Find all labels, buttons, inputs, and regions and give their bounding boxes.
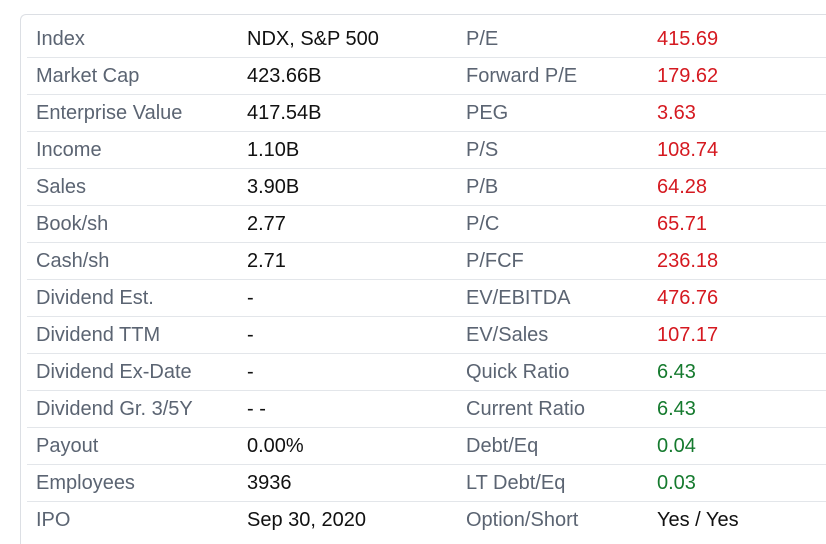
table-row: Index NDX, S&P 500 P/E 415.69 xyxy=(27,21,826,58)
ratio-value: Yes / Yes xyxy=(657,509,739,531)
ratio-label: P/S xyxy=(466,139,499,161)
ratio-value: 0.04 xyxy=(657,435,696,457)
metric-label: Income xyxy=(36,139,102,161)
metric-label: Dividend Est. xyxy=(36,287,154,309)
table-row: Dividend Est. - EV/EBITDA 476.76 xyxy=(27,280,826,317)
clipped-header-strip xyxy=(0,0,826,6)
ratio-label: EV/EBITDA xyxy=(466,287,571,309)
table-row: Dividend Ex-Date - Quick Ratio 6.43 xyxy=(27,354,826,391)
metric-value: 417.54B xyxy=(247,102,322,124)
metric-label: Sales xyxy=(36,176,87,198)
ratio-value: 415.69 xyxy=(657,28,719,50)
metric-label: Cash/sh xyxy=(36,250,110,272)
ratio-value: 107.17 xyxy=(657,324,719,346)
metric-value: 2.71 xyxy=(247,250,286,272)
metric-value: - xyxy=(247,324,254,346)
ratio-label: P/FCF xyxy=(466,250,524,272)
ratio-label: PEG xyxy=(466,102,509,124)
ratio-value: 6.43 xyxy=(657,361,696,383)
ratio-value: 65.71 xyxy=(657,213,708,235)
metric-label: Market Cap xyxy=(36,65,140,87)
metric-label: Dividend TTM xyxy=(36,324,161,346)
ratio-label: Option/Short xyxy=(466,509,579,531)
table-row: Income 1.10B P/S 108.74 xyxy=(27,132,826,169)
ratio-value: 3.63 xyxy=(657,102,696,124)
ratio-label: P/C xyxy=(466,213,500,235)
metric-value: Sep 30, 2020 xyxy=(247,509,366,531)
metric-label: Payout xyxy=(36,435,99,457)
table-row: Payout 0.00% Debt/Eq 0.04 xyxy=(27,428,826,465)
metric-label: Enterprise Value xyxy=(36,102,183,124)
metric-label: Book/sh xyxy=(36,213,109,235)
metric-label: Dividend Gr. 3/5Y xyxy=(36,398,193,420)
metric-label: IPO xyxy=(36,509,71,531)
ratio-value: 236.18 xyxy=(657,250,719,272)
metric-label: Dividend Ex-Date xyxy=(36,361,192,383)
ratio-label: P/B xyxy=(466,176,499,198)
fundamentals-table: Index NDX, S&P 500 P/E 415.69 Market Cap 423.… xyxy=(20,14,826,544)
table-row: Dividend Gr. 3/5Y - - Current Ratio 6.43 xyxy=(27,391,826,428)
table-row: Market Cap 423.66B Forward P/E 179.62 xyxy=(27,58,826,95)
ratio-label: Current Ratio xyxy=(466,398,585,420)
metric-value: 0.00% xyxy=(247,435,304,457)
ratio-label: Forward P/E xyxy=(466,65,578,87)
metric-value: 1.10B xyxy=(247,139,300,161)
table-row: Sales 3.90B P/B 64.28 xyxy=(27,169,826,206)
table-row: Employees 3936 LT Debt/Eq 0.03 xyxy=(27,465,826,502)
metric-value: NDX, S&P 500 xyxy=(247,28,379,50)
table-row: IPO Sep 30, 2020 Option/Short Yes / Yes xyxy=(27,502,826,539)
metric-value: - xyxy=(247,287,254,309)
table-row: Dividend TTM - EV/Sales 107.17 xyxy=(27,317,826,354)
table-row: Enterprise Value 417.54B PEG 3.63 xyxy=(27,95,826,132)
ratio-label: Debt/Eq xyxy=(466,435,539,457)
metric-value: 423.66B xyxy=(247,65,322,87)
ratio-value: 64.28 xyxy=(657,176,708,198)
metric-label: Employees xyxy=(36,472,135,494)
ratio-label: Quick Ratio xyxy=(466,361,570,383)
metric-value: 3936 xyxy=(247,472,292,494)
metric-value: - - xyxy=(247,398,266,420)
ratio-value: 108.74 xyxy=(657,139,719,161)
metric-value: - xyxy=(247,361,254,383)
ratio-value: 0.03 xyxy=(657,472,696,494)
ratio-value: 179.62 xyxy=(657,65,719,87)
ratio-value: 6.43 xyxy=(657,398,696,420)
metric-value: 3.90B xyxy=(247,176,300,198)
ratio-label: EV/Sales xyxy=(466,324,549,346)
ratio-label: LT Debt/Eq xyxy=(466,472,566,494)
table-row: Cash/sh 2.71 P/FCF 236.18 xyxy=(27,243,826,280)
metric-label: Index xyxy=(36,28,85,50)
ratio-label: P/E xyxy=(466,28,499,50)
fundamentals-rows: Index NDX, S&P 500 P/E 415.69 Market Cap 423.… xyxy=(27,21,826,539)
table-row: Book/sh 2.77 P/C 65.71 xyxy=(27,206,826,243)
ratio-value: 476.76 xyxy=(657,287,719,309)
metric-value: 2.77 xyxy=(247,213,286,235)
